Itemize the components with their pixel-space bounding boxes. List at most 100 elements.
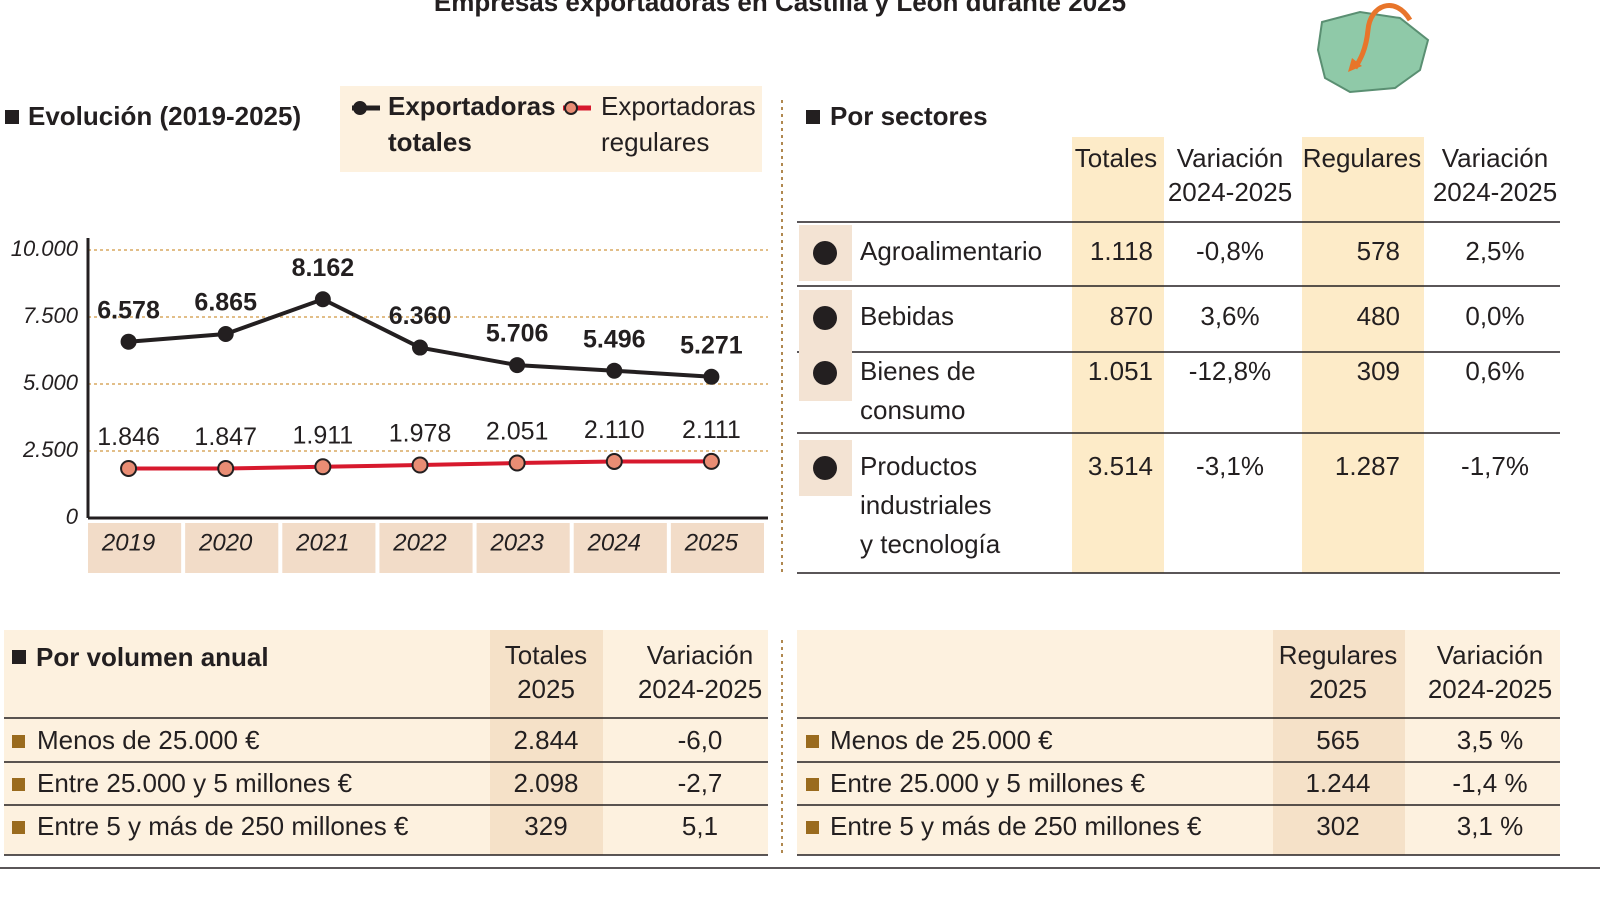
column-header: 2025 [1309,674,1367,704]
cell: 309 [1357,356,1400,386]
data-label: 1.911 [292,421,353,449]
cell: -1,4 % [1452,768,1527,798]
data-label: 6.865 [194,289,257,317]
column-shade [1072,137,1164,573]
bullet [806,110,820,124]
cell: 480 [1357,301,1400,331]
column-header: Regulares [1303,143,1422,173]
bullet [12,821,25,834]
data-label: 2.051 [486,418,549,446]
legend-marker [353,101,367,115]
legend-label: Exportadoras regulares [601,91,756,157]
cell: 302 [1316,811,1359,841]
sector-icon-glyph [813,456,837,480]
column-header: 2024-2025 [638,674,762,704]
x-band [573,523,667,573]
point [217,460,235,478]
sectors-title: Por sectores [830,101,988,131]
row-name: Entre 5 y más de 250 millones € [830,811,1202,841]
data-label: 1.846 [97,423,160,451]
cell: -12,8% [1189,356,1271,386]
column-shade [490,630,603,855]
cell: 3,1 % [1457,811,1524,841]
bullet [12,735,25,748]
x-tick-label: 2022 [392,529,446,556]
cell: 578 [1357,236,1400,266]
map-icon [1316,3,1430,94]
sector-name: Bienes de [860,356,976,386]
column-shade [1273,630,1405,855]
x-band [379,523,473,573]
bullet [806,735,819,748]
y-tick-label: 2.500 [22,437,79,462]
point [508,454,526,472]
volume-title: Por volumen anual [36,642,269,672]
bullet [806,821,819,834]
point [702,452,720,470]
data-label: 5.271 [680,331,743,359]
cell: 1.118 [1090,236,1153,266]
column-header: Totales [505,640,587,670]
point [509,357,526,374]
panel-bg [4,630,768,855]
data-label: 2.110 [584,416,645,444]
cell: 1.051 [1088,356,1153,386]
column-header: 2024-2025 [1433,177,1557,207]
column-header: Totales [1075,143,1157,173]
legend-box [340,86,762,172]
column-header: 2024-2025 [1168,177,1292,207]
legend-label: Exportadoras totales [388,91,556,157]
x-band [88,523,182,573]
cell: 0,6% [1465,356,1524,386]
point [217,326,234,343]
row-name: Entre 5 y más de 250 millones € [37,811,409,841]
data-label: 2.111 [682,416,741,444]
point [120,333,137,350]
cell: 3,5 % [1457,725,1524,755]
point [411,456,429,474]
point [703,368,720,385]
sector-name: consumo [860,395,966,425]
data-label: 5.706 [486,320,549,348]
cell: -6,0 [678,725,723,755]
x-band [185,523,279,573]
cell: 3,6% [1200,301,1259,331]
cell: 1.244 [1305,768,1370,798]
column-header: Variación [647,640,753,670]
x-tick-label: 2024 [587,529,641,556]
y-tick-label: 5.000 [23,370,79,395]
cell: 1.287 [1335,451,1400,481]
x-tick-label: 2025 [684,529,739,556]
sector-name: Bebidas [860,301,954,331]
column-header: Regulares [1279,640,1398,670]
bullet [5,110,19,124]
sector-name: industriales [860,490,992,520]
cell: -3,1% [1196,451,1264,481]
cell: 2.844 [513,725,578,755]
row-name: Entre 25.000 y 5 millones € [37,768,353,798]
cell: -1,7% [1461,451,1529,481]
cell: 329 [524,811,567,841]
data-label: 1.978 [389,420,452,448]
bullet [806,778,819,791]
y-tick-label: 7.500 [23,303,79,328]
point [314,458,332,476]
sector-icon-glyph [813,306,837,330]
cell: 2.098 [513,768,578,798]
cell: 2,5% [1465,236,1524,266]
point [605,452,623,470]
column-header: Variación [1437,640,1543,670]
sector-icon-glyph [813,241,837,265]
chart-title: Evolución (2019-2025) [28,101,301,131]
column-shade [1302,137,1424,573]
x-tick-label: 2023 [489,529,544,556]
cell: -2,7 [678,768,723,798]
x-tick-label: 2021 [295,529,349,556]
page-title: Empresas exportadoras en Castilla y León… [434,0,1126,17]
data-label: 1.847 [194,423,257,451]
row-name: Menos de 25.000 € [37,725,260,755]
column-header: 2024-2025 [1428,674,1552,704]
column-header: 2025 [517,674,575,704]
point [120,460,138,478]
cell: 870 [1110,301,1153,331]
